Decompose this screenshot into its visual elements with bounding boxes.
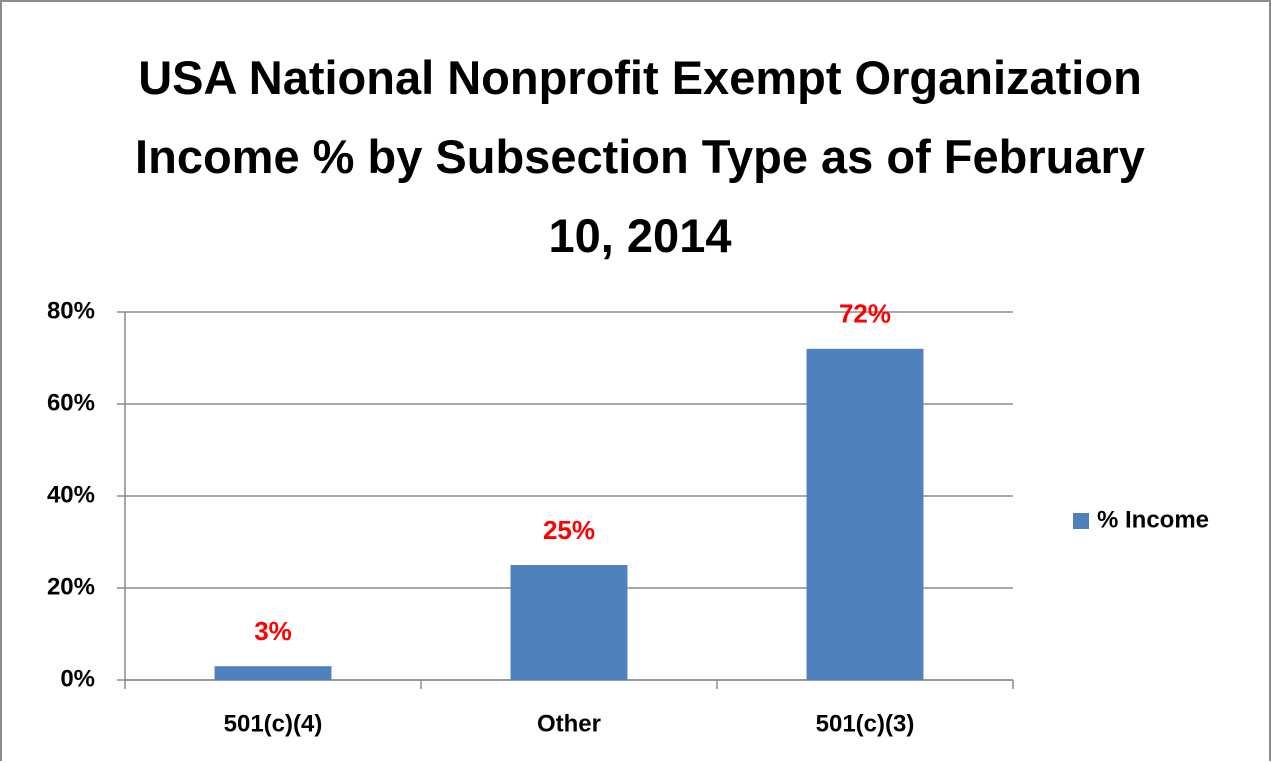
data-label: 72%: [839, 299, 891, 329]
y-tick-label: 60%: [47, 389, 95, 416]
bar: [806, 348, 924, 680]
x-tick-label: 501(c)(3): [816, 710, 915, 737]
data-label: 3%: [254, 616, 292, 646]
bar: [510, 565, 628, 680]
data-label: 25%: [543, 515, 595, 545]
x-tick-label: Other: [537, 710, 601, 737]
y-tick-label: 40%: [47, 481, 95, 508]
legend-swatch: [1073, 513, 1089, 529]
y-tick-label: 20%: [47, 573, 95, 600]
legend-label: % Income: [1097, 506, 1209, 533]
x-tick-label: 501(c)(4): [224, 710, 323, 737]
y-tick-label: 0%: [60, 665, 95, 692]
chart-title: USA National Nonprofit Exempt Organizati…: [135, 51, 1145, 262]
y-tick-label: 80%: [47, 297, 95, 324]
bar: [214, 666, 332, 680]
